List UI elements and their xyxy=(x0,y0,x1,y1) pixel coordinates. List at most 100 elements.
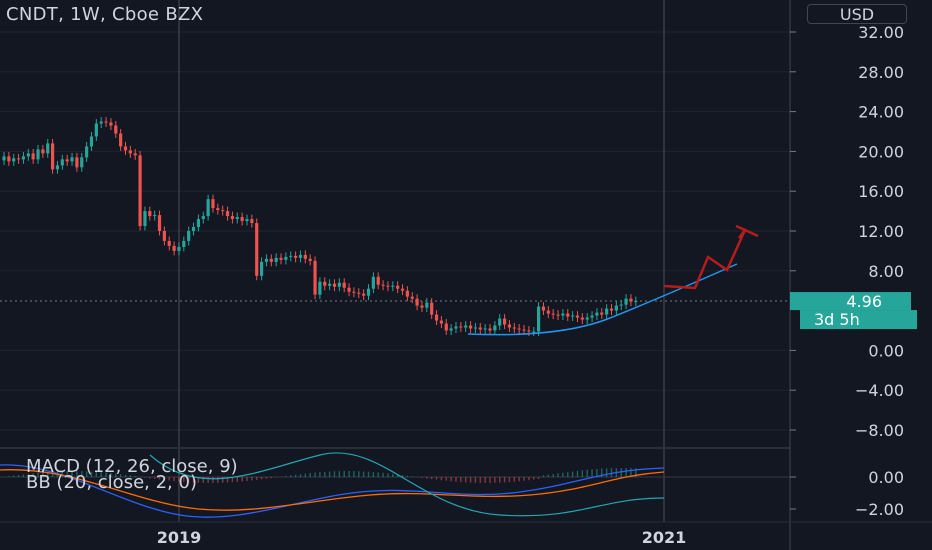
time-axis-label: 2019 xyxy=(157,528,202,547)
candle-body xyxy=(342,282,346,288)
candle-body xyxy=(109,122,113,126)
candle-body xyxy=(546,310,550,314)
candle-body xyxy=(366,288,371,296)
candle-body xyxy=(16,158,21,160)
candle-body xyxy=(133,153,137,156)
price-axis[interactable]: 32.00 28.00 24.00 20.00 16.00 12.00 8.00 0.00 −4… xyxy=(790,23,917,519)
countdown-label: 3d 5h xyxy=(814,310,860,329)
candle-body xyxy=(196,219,200,228)
candle-body xyxy=(7,156,11,162)
candle-body xyxy=(187,231,191,241)
candle-body xyxy=(313,260,317,295)
candle-body xyxy=(318,281,322,295)
candle-body xyxy=(332,283,337,287)
price-tick-label: 32.00 xyxy=(858,23,904,42)
candle-body xyxy=(70,157,74,162)
candle-body xyxy=(507,324,512,328)
candle-body xyxy=(381,284,385,286)
candle-body xyxy=(522,329,526,331)
bb-band-line xyxy=(149,452,665,517)
candle-body xyxy=(571,315,575,317)
time-axis[interactable]: 2019 2021 xyxy=(157,528,687,547)
candle-body xyxy=(264,258,269,262)
candle-body xyxy=(172,245,176,251)
candle-body xyxy=(308,258,312,261)
candle-body xyxy=(396,285,400,289)
candle-body xyxy=(415,298,419,306)
candle-body xyxy=(138,155,142,227)
candle-body xyxy=(75,157,79,168)
candle-body xyxy=(425,302,429,308)
candle-body xyxy=(410,296,414,299)
candle-body xyxy=(123,146,128,151)
currency-button[interactable]: USD xyxy=(807,4,907,24)
candle-body xyxy=(556,314,560,316)
candle-body xyxy=(289,255,293,257)
candle-body xyxy=(512,327,516,329)
candle-body xyxy=(211,199,215,209)
candle-body xyxy=(595,312,599,316)
candle-body xyxy=(274,257,278,262)
candle-body xyxy=(225,211,230,217)
candle-body xyxy=(119,133,123,147)
candle-body xyxy=(478,327,482,330)
candle-body xyxy=(148,211,152,217)
price-tick-label: 0.00 xyxy=(868,341,904,360)
macd-indicator-label[interactable]: MACD (12, 26, close, 9) xyxy=(26,456,238,477)
candle-body xyxy=(488,328,492,331)
candle-body xyxy=(629,298,633,302)
candle-body xyxy=(201,216,205,220)
candle-body xyxy=(561,313,565,316)
candle-body xyxy=(128,150,132,154)
candle-body xyxy=(2,156,6,161)
candle-body xyxy=(36,149,40,160)
candle-body xyxy=(517,328,521,330)
candle-body xyxy=(493,325,497,331)
candle-body xyxy=(328,283,332,286)
candle-body xyxy=(590,315,594,318)
candle-body xyxy=(46,143,50,154)
candle-body xyxy=(473,327,478,329)
candle-body xyxy=(41,149,45,154)
candle-body xyxy=(624,298,628,305)
candle-body xyxy=(444,323,448,331)
candle-body xyxy=(303,254,307,259)
candle-body xyxy=(157,215,162,231)
candle-body xyxy=(502,318,507,325)
pattern-overlays xyxy=(467,224,759,336)
macd-tick-label: −2.00 xyxy=(855,500,904,519)
candle-body xyxy=(94,123,98,137)
candle-body xyxy=(430,302,434,315)
candle-body xyxy=(284,256,288,260)
cup-pattern-curve xyxy=(467,263,738,336)
candlestick-series xyxy=(2,117,638,336)
candle-body xyxy=(21,156,26,160)
candle-body xyxy=(85,146,89,158)
candle-body xyxy=(259,261,264,276)
price-tick-label: 24.00 xyxy=(858,103,904,122)
last-price-label: 4.96 xyxy=(846,292,882,311)
candle-body xyxy=(352,291,356,293)
candle-body xyxy=(162,231,166,241)
price-tick-label: 20.00 xyxy=(858,142,904,161)
candle-body xyxy=(323,281,327,286)
candle-body xyxy=(294,255,298,258)
candle-body xyxy=(551,313,555,315)
candle-body xyxy=(65,159,69,162)
price-tick-label: −8.00 xyxy=(855,421,904,440)
candle-body xyxy=(468,325,473,329)
candle-body xyxy=(89,136,94,147)
candle-body xyxy=(80,157,84,168)
candle-body xyxy=(182,240,186,247)
candle-body xyxy=(255,223,259,276)
candle-body xyxy=(434,314,439,321)
candle-body xyxy=(167,240,171,246)
candle-body xyxy=(459,326,463,328)
candle-body xyxy=(114,125,118,134)
bb-indicator-label[interactable]: BB (20, close, 2, 0) xyxy=(26,472,197,493)
price-tick-label: 8.00 xyxy=(868,262,904,281)
candle-body xyxy=(464,325,468,328)
candle-body xyxy=(386,285,390,287)
